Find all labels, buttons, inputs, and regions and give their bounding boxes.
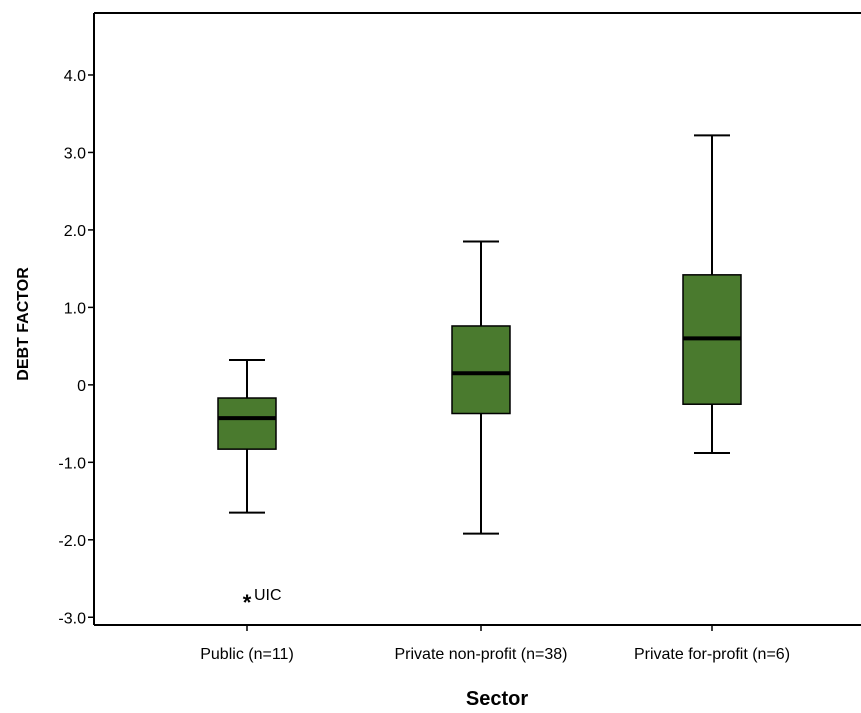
box-1 — [451, 240, 511, 535]
y-tick-label: 1.0 — [64, 300, 86, 317]
x-tick-label: Private non-profit (n=38) — [395, 646, 568, 663]
y-tick-label: 2.0 — [64, 223, 86, 240]
y-tick-label: 4.0 — [64, 68, 86, 85]
y-axis-title: DEBT FACTOR — [15, 267, 32, 381]
x-tick-label: Private for-profit (n=6) — [634, 646, 790, 663]
plot-frame — [93, 12, 861, 626]
x-tick-label: Public (n=11) — [200, 646, 294, 663]
y-tick-label: -3.0 — [58, 610, 86, 627]
outlier-marker: * — [243, 590, 252, 615]
iqr-box — [217, 397, 277, 450]
outlier-label: UIC — [254, 587, 282, 604]
y-axis: 4.0 3.0 2.0 1.0 0 -1.0 -2.0 -3.0 — [58, 68, 94, 627]
y-tick-label: -1.0 — [58, 455, 86, 472]
iqr-box — [451, 325, 511, 415]
outliers: * UIC — [243, 587, 282, 615]
y-tick-label: 0 — [77, 378, 86, 395]
y-tick-label: 3.0 — [64, 145, 86, 162]
y-tick-label: -2.0 — [58, 533, 86, 550]
box-0 — [217, 359, 277, 514]
boxes — [217, 134, 742, 535]
box-2 — [682, 134, 742, 455]
x-axis: Public (n=11) Private non-profit (n=38) Pr… — [200, 625, 790, 663]
x-axis-title: Sector — [466, 688, 528, 710]
